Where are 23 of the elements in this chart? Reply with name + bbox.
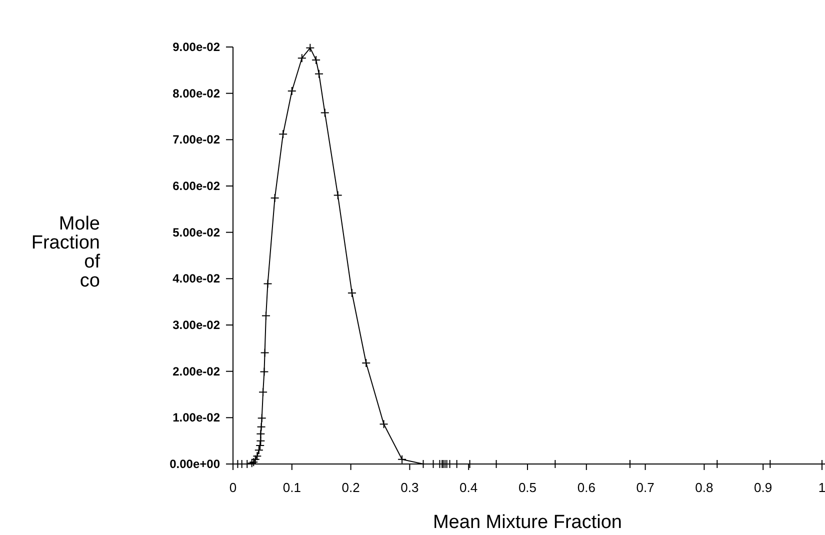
x-tick-label: 1 [818,480,825,495]
y-tick-label: 1.00e-02 [172,410,220,425]
y-tick-label: 0.00e+00 [170,457,220,471]
x-tick-label: 0.2 [342,480,360,495]
y-tick-label: 4.00e-02 [172,272,220,286]
x-tick-label: 0.9 [754,480,772,495]
x-tick-label: 0.1 [282,480,301,495]
x-tick-label: 0 [229,480,237,495]
y-tick-label: 8.00e-02 [172,86,220,100]
x-axis-title: Mean Mixture Fraction [432,512,622,533]
x-tick-label: 0.6 [577,480,596,495]
y-axis-title: Mole Fraction of co [31,214,101,292]
y-tick-label: 2.00e-02 [172,364,220,378]
x-tick-label: 0.7 [636,480,654,495]
y-tick-label: 7.00e-02 [172,132,220,147]
x-tick-label: 0.8 [695,480,714,495]
x-tick-label: 0.3 [400,480,419,495]
y-tick-label: 9.00e-02 [172,40,220,54]
y-tick-label: 6.00e-02 [172,179,220,193]
y-tick-label: 3.00e-02 [172,318,220,332]
x-tick-label: 0.5 [518,480,537,495]
y-tick-label: 5.00e-02 [172,225,220,240]
x-tick-label: 0.4 [460,480,478,495]
